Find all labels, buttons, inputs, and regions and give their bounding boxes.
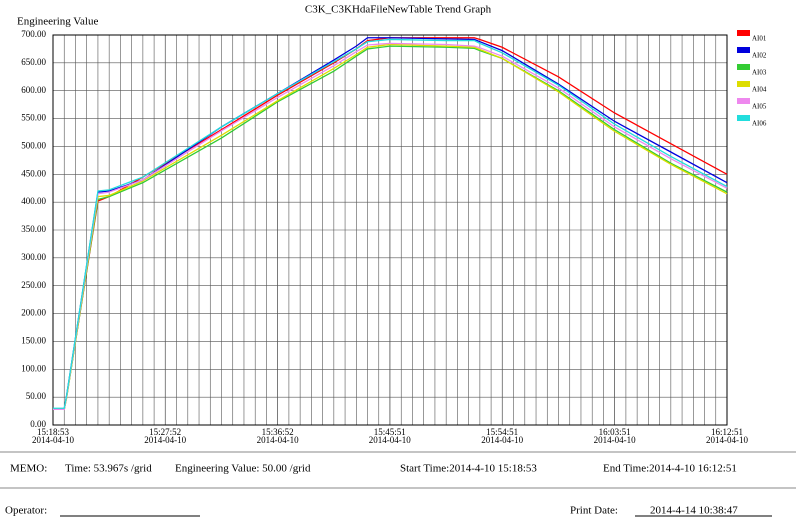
series-line <box>53 45 728 411</box>
y-tick-label: 200.00 <box>21 308 46 318</box>
y-tick-label: 150.00 <box>21 335 46 345</box>
x-tick-label: 15:27:52 <box>149 427 181 437</box>
plot-border <box>52 34 728 426</box>
print-date: 2014-4-14 10:38:47 <box>650 505 738 517</box>
operator-label: Operator: <box>5 505 47 517</box>
x-tick-date: 2014-04-10 <box>481 435 523 445</box>
x-tick-label: 16:03:51 <box>599 427 631 437</box>
y-tick-label: 650.00 <box>21 57 46 67</box>
y-tick-label: 700.00 <box>21 29 46 39</box>
x-tick-date: 2014-04-10 <box>32 435 74 445</box>
x-tick-date: 2014-04-10 <box>594 435 636 445</box>
legend-swatch <box>737 115 750 121</box>
legend-swatch <box>737 47 750 53</box>
memo-time: Time: 53.967s /grid <box>65 463 152 475</box>
legend-swatch <box>737 30 750 36</box>
legend-label: AI03 <box>752 69 767 77</box>
y-tick-label: 450.00 <box>21 168 46 178</box>
series-line <box>53 37 728 411</box>
x-tick-date: 2014-04-10 <box>257 435 299 445</box>
y-axis-label: Engineering Value <box>17 16 98 28</box>
y-tick-label: 550.00 <box>21 113 46 123</box>
x-tick-date: 2014-04-10 <box>144 435 186 445</box>
x-tick-date: 2014-04-10 <box>369 435 411 445</box>
legend-label: AI05 <box>752 103 767 111</box>
y-tick-label: 50.00 <box>26 391 47 401</box>
series-line <box>53 42 728 411</box>
print-date-label: Print Date: <box>570 505 618 517</box>
y-tick-label: 0.00 <box>30 419 46 429</box>
chart-title: C3K_C3KHdaFileNewTable Trend Graph <box>305 4 492 16</box>
memo-label: MEMO: <box>10 463 47 475</box>
y-tick-label: 350.00 <box>21 224 46 234</box>
x-tick-label: 16:12:51 <box>711 427 743 437</box>
x-tick-label: 15:54:51 <box>486 427 518 437</box>
y-tick-label: 250.00 <box>21 280 46 290</box>
series-line <box>53 43 728 411</box>
legend-swatch <box>737 81 750 87</box>
x-tick-date: 2014-04-10 <box>706 435 748 445</box>
x-tick-label: 15:45:51 <box>374 427 406 437</box>
x-tick-label: 15:36:52 <box>262 427 294 437</box>
y-tick-label: 400.00 <box>21 196 46 206</box>
y-tick-label: 600.00 <box>21 85 46 95</box>
legend-label: AI04 <box>752 86 767 94</box>
x-tick-label: 15:18:53 <box>37 427 70 437</box>
legend-label: AI02 <box>752 52 767 60</box>
legend-label: AI06 <box>752 120 767 128</box>
memo-value: Engineering Value: 50.00 /grid <box>175 463 311 475</box>
legend-label: AI01 <box>752 35 767 43</box>
y-tick-label: 300.00 <box>21 252 46 262</box>
legend-swatch <box>737 98 750 104</box>
memo-end: End Time:2014-4-10 16:12:51 <box>603 463 737 475</box>
memo-start: Start Time:2014-4-10 15:18:53 <box>400 463 537 475</box>
series-line <box>53 38 728 409</box>
y-tick-label: 100.00 <box>21 363 46 373</box>
legend-swatch <box>737 64 750 70</box>
y-tick-label: 500.00 <box>21 140 46 150</box>
